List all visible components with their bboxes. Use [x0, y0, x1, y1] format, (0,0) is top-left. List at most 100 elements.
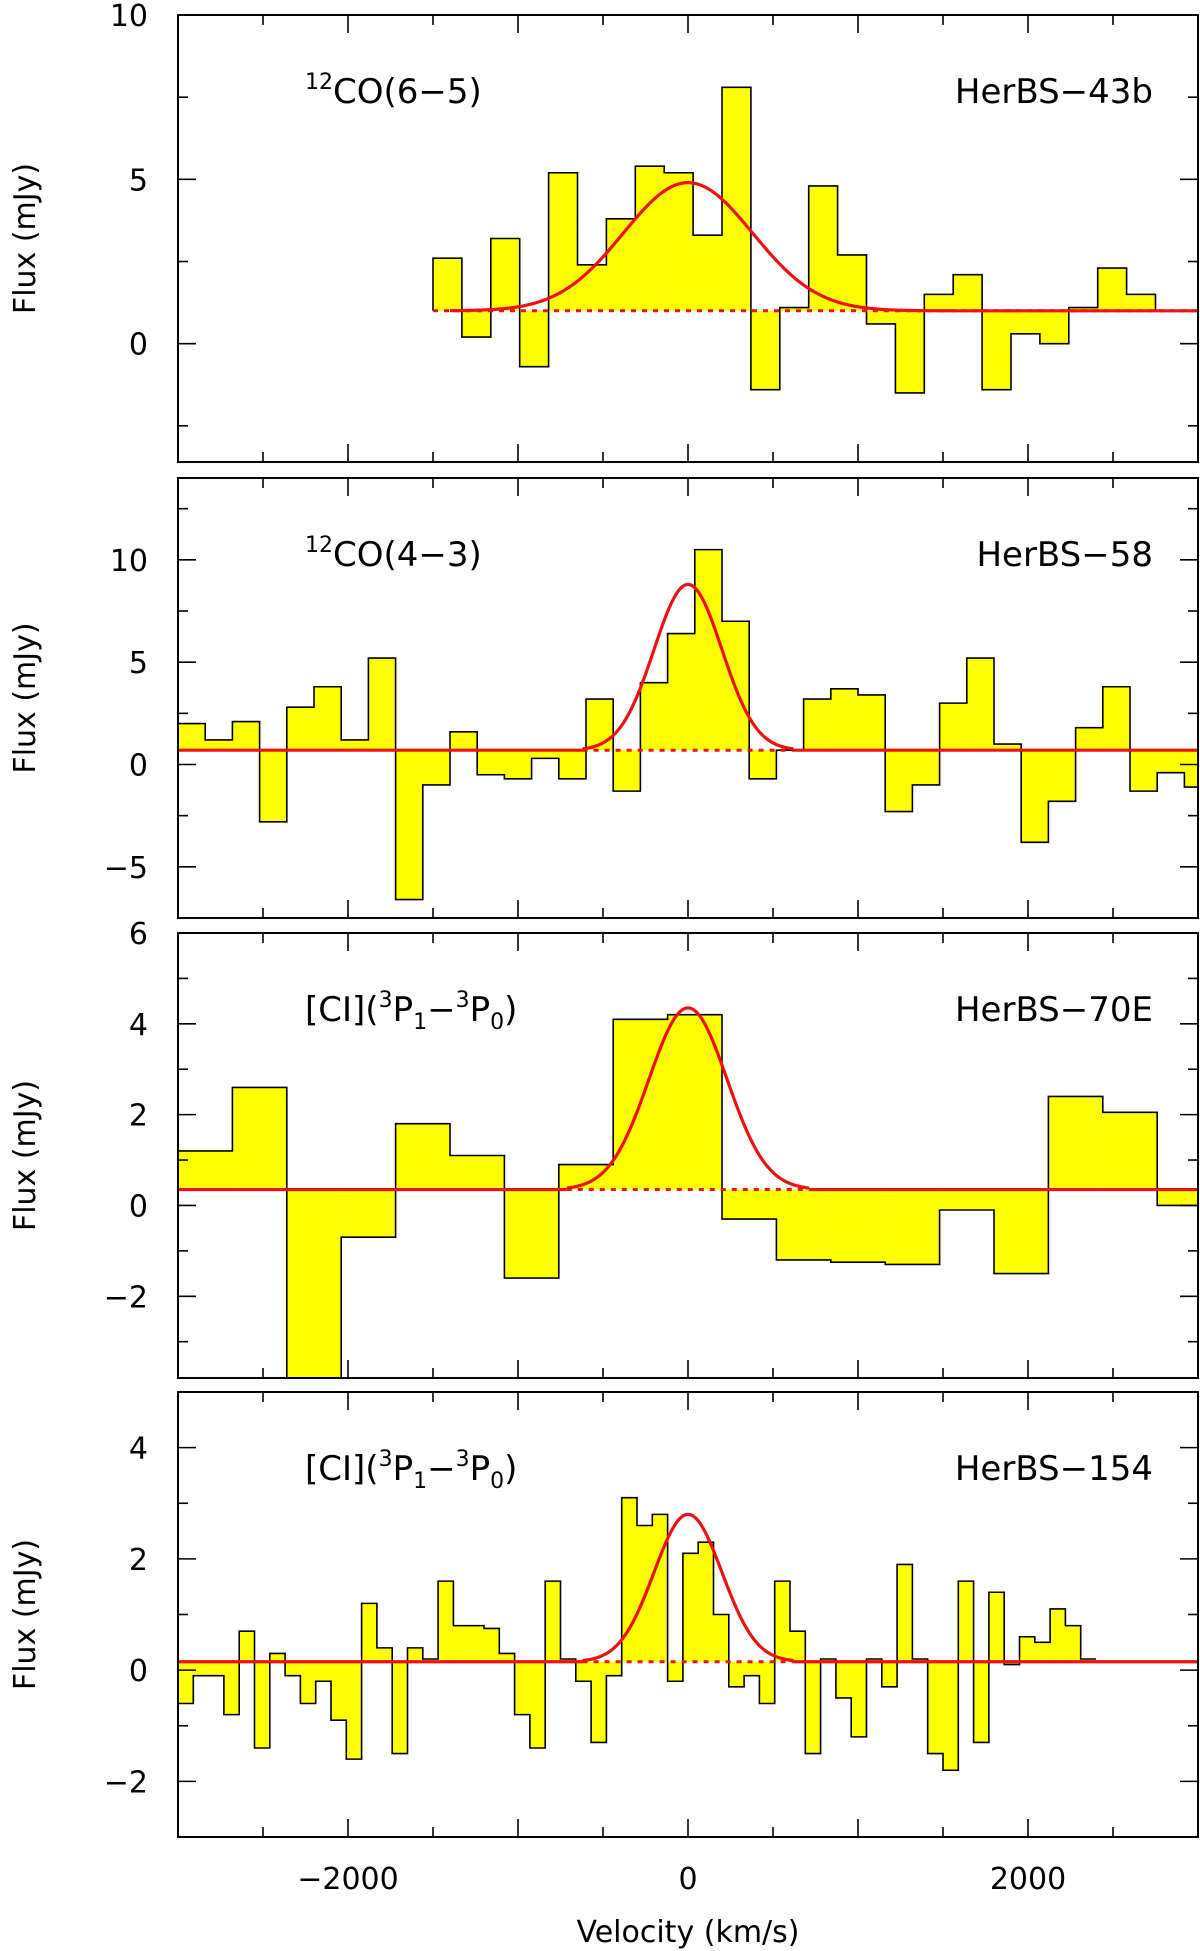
spectrum-bin: [545, 1581, 561, 1662]
spectrum-bin: [803, 699, 831, 751]
panel-herbs-58: −5 0 5 10 Flux (mJy) HerBS−58 12CO(4−3): [8, 477, 1199, 919]
spectrum-bin: [422, 750, 450, 785]
transition-part: 3: [456, 1447, 470, 1472]
y-tick-label: −2: [104, 1765, 148, 1800]
spectrum-bin: [314, 686, 342, 751]
spectrum-bin: [667, 633, 695, 751]
spectrum-bin: [988, 1592, 1005, 1662]
spectrum-bin: [453, 1625, 469, 1662]
spectrum-bin: [924, 294, 954, 311]
spectrum-bin: [835, 1661, 852, 1698]
spectrum-bin: [450, 1155, 505, 1190]
spectrum-bin: [193, 1661, 209, 1676]
spectrum-bin: [830, 1189, 886, 1263]
y-tick-label: 5: [129, 646, 148, 681]
x-tick-label: 2000: [990, 1862, 1066, 1897]
spectrum-bin: [790, 1631, 806, 1662]
spectrum-bin: [1102, 1112, 1158, 1190]
spectrum-bin: [885, 750, 913, 812]
spectrum-bin: [994, 1189, 1049, 1274]
spectrum-bin: [285, 1661, 301, 1676]
spectrum-bin: [694, 549, 722, 751]
transition-name: CO(6−5): [333, 72, 482, 112]
spectrum-bin: [664, 172, 694, 311]
spectrum-bin: [895, 310, 925, 393]
source-label: HerBS−58: [976, 535, 1153, 575]
spectrum-bin: [208, 1661, 224, 1676]
x-tick-label: −2000: [297, 1862, 398, 1897]
transition-part: P: [393, 990, 414, 1030]
spectrum-bin: [713, 1614, 729, 1662]
spectrum-bin: [300, 1661, 316, 1704]
spectrum-bin: [750, 310, 780, 390]
spectrum-bin: [315, 1661, 331, 1682]
spectrum-bin: [881, 1661, 898, 1687]
spectrum-bin: [939, 1189, 994, 1210]
spectrum-bin: [897, 1564, 913, 1662]
spectrum-bin: [178, 1661, 194, 1704]
spectrum-bin: [392, 1661, 408, 1754]
y-axis-title: Flux (mJy): [8, 622, 43, 773]
spectrum-bin: [774, 1581, 790, 1662]
x-tick-label: 0: [678, 1862, 697, 1897]
source-label: HerBS−154: [955, 1449, 1153, 1489]
spectrum-bin: [667, 1661, 683, 1682]
spectrum-bin: [1021, 750, 1049, 843]
spectrum-bin: [346, 1661, 362, 1760]
isotope-superscript: 12: [305, 70, 333, 95]
spectrum-bin: [640, 682, 668, 751]
spectrum-bin: [837, 254, 867, 311]
spectrum-bin: [866, 310, 896, 324]
spectrum-bin: [558, 1164, 614, 1190]
spectrum-bin: [468, 1625, 484, 1662]
spectrum-bin: [682, 1553, 699, 1662]
spectrum-bin: [943, 1661, 959, 1771]
y-tick-label: 0: [129, 749, 148, 784]
spectrum-bin: [779, 307, 809, 311]
spectrum-bin: [331, 1661, 347, 1721]
spectrum-bin: [1034, 1642, 1051, 1662]
transition-part: P: [393, 1449, 414, 1489]
spectrum-bin: [927, 1661, 943, 1754]
transition-part: 3: [456, 988, 470, 1013]
spectrum-bin: [851, 1661, 867, 1737]
spectrum-bin: [606, 1661, 622, 1676]
line-label: [CI](3P1−3P0): [305, 1447, 517, 1494]
spectrum-bin: [239, 1631, 255, 1662]
spectrum-bin: [1065, 1625, 1081, 1662]
spectrum-bin: [973, 1661, 989, 1743]
transition-part: 1: [413, 1010, 427, 1035]
source-label: HerBS−43b: [955, 72, 1153, 112]
gaussian-fit: [449, 181, 1198, 313]
spectrum-bin: [1039, 310, 1069, 344]
source-label: HerBS−70E: [955, 990, 1153, 1030]
y-tick-label: 4: [129, 1008, 148, 1043]
spectrum-bin: [830, 688, 858, 751]
line-label: 12CO(4−3): [305, 533, 482, 575]
spectrum-bin: [1048, 750, 1076, 802]
panel-herbs-43b: 0 5 10 Flux (mJy) HerBS−43b 12CO(6−5): [8, 0, 1199, 463]
y-tick-label: 2: [129, 1543, 148, 1578]
spectrum-bin: [994, 744, 1022, 751]
spectrum-bin: [531, 750, 559, 759]
spectrum-bin: [376, 1647, 393, 1662]
spectrum-bin: [490, 238, 520, 311]
y-tick-label: 6: [129, 917, 148, 952]
spectrum-bin: [1157, 750, 1185, 773]
y-axis-title: Flux (mJy): [8, 1080, 43, 1231]
transition-part: P: [470, 1449, 491, 1489]
spectrum-bin: [361, 1603, 377, 1662]
spectrum-bin: [178, 1150, 233, 1190]
gaussian-fit: [582, 1512, 794, 1663]
spectrum-bin: [1019, 1636, 1035, 1662]
spectrum-bin: [178, 723, 206, 751]
spectrum-bin: [885, 1189, 940, 1265]
spectrum-bin: [744, 1661, 760, 1676]
spectrum-bin: [635, 166, 665, 311]
spectrum-bin: [438, 1581, 454, 1662]
spectrum-bin: [749, 750, 777, 779]
y-tick-label: 0: [129, 1654, 148, 1689]
y-tick-label: −2: [104, 1280, 148, 1315]
gaussian-fit: [582, 582, 794, 751]
